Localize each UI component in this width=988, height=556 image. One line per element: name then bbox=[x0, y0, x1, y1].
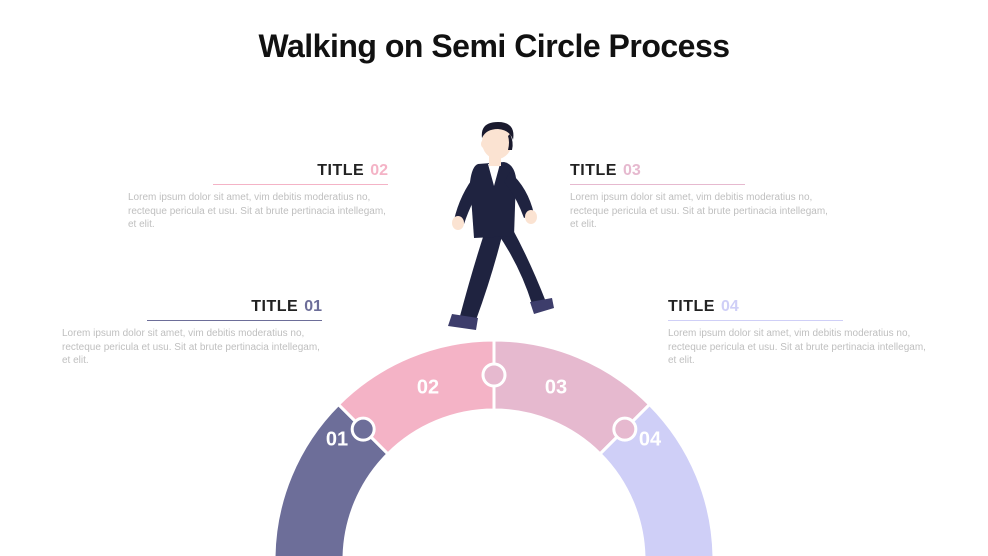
segment-number-03: 03 bbox=[545, 377, 567, 400]
segment-number-01: 01 bbox=[326, 429, 348, 452]
segment-number-02: 02 bbox=[417, 377, 439, 400]
puzzle-knob-1 bbox=[352, 418, 374, 440]
puzzle-knob-2 bbox=[483, 364, 505, 386]
walking-person-icon bbox=[420, 116, 570, 336]
puzzle-knob-3 bbox=[614, 418, 636, 440]
segment-number-04: 04 bbox=[639, 429, 661, 452]
